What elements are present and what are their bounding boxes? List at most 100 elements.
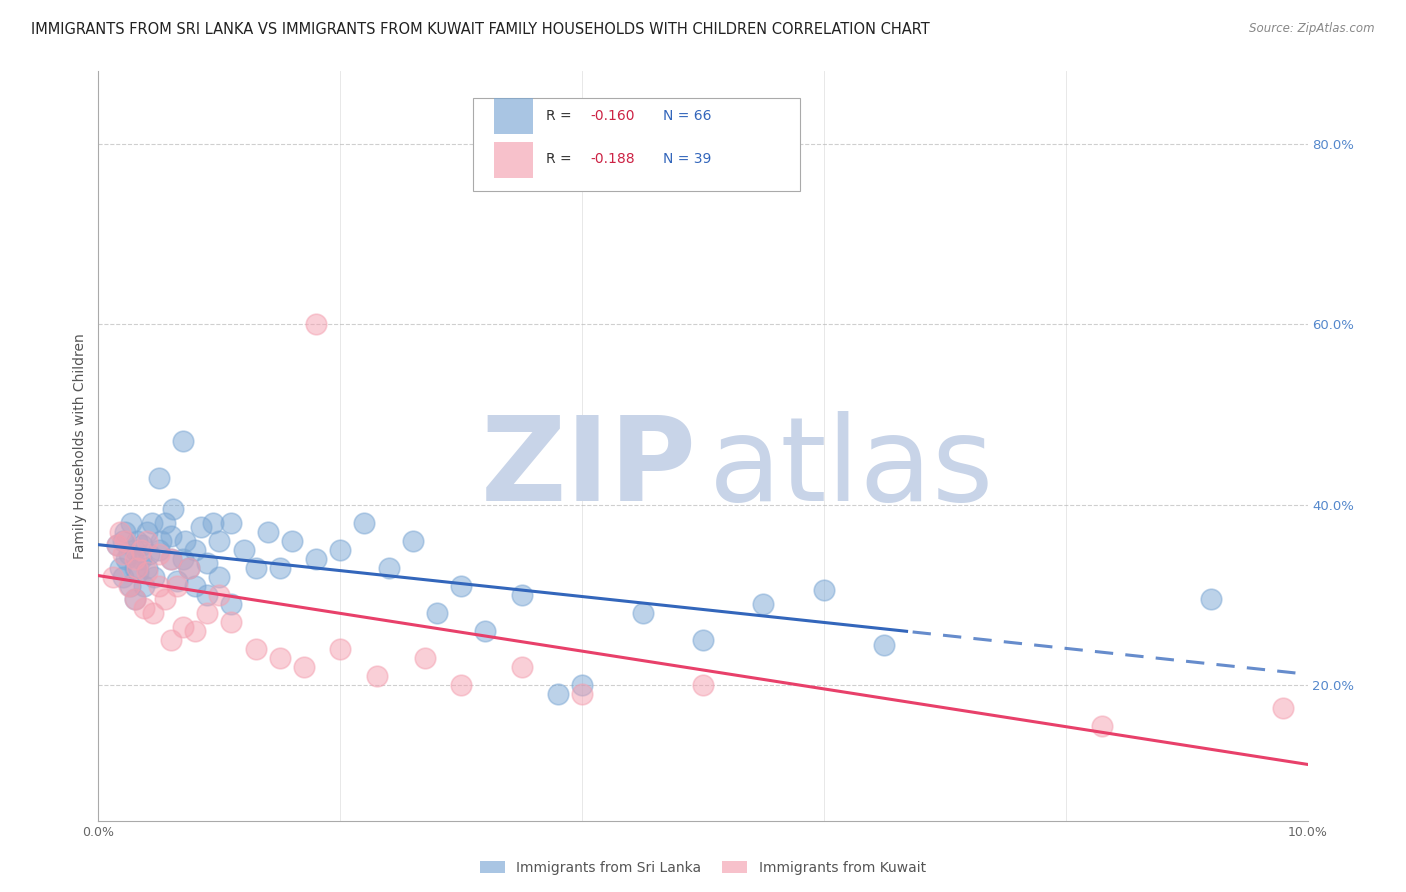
- Point: [305, 317, 328, 331]
- Point: [127, 533, 149, 548]
- Point: [115, 552, 138, 566]
- Point: [153, 592, 176, 607]
- Point: [162, 502, 184, 516]
- Point: [208, 570, 231, 584]
- Point: [571, 678, 593, 692]
- Point: [166, 579, 188, 593]
- Point: [120, 516, 142, 530]
- Text: -0.188: -0.188: [591, 152, 636, 166]
- Point: [269, 651, 291, 665]
- Point: [413, 651, 436, 665]
- Point: [172, 552, 194, 566]
- Point: [692, 678, 714, 692]
- Point: [160, 529, 183, 543]
- Point: [1091, 719, 1114, 733]
- Bar: [494, 142, 533, 178]
- Text: -0.160: -0.160: [591, 109, 636, 123]
- Point: [105, 538, 128, 552]
- Point: [184, 624, 207, 638]
- Point: [114, 533, 136, 548]
- Y-axis label: Family Households with Children: Family Households with Children: [73, 333, 87, 559]
- Point: [245, 642, 267, 657]
- Point: [111, 547, 134, 561]
- FancyBboxPatch shape: [474, 97, 800, 191]
- Point: [195, 606, 218, 620]
- Point: [127, 566, 149, 580]
- Point: [114, 524, 136, 539]
- Point: [256, 524, 278, 539]
- Point: [148, 547, 170, 561]
- Point: [631, 606, 654, 620]
- Point: [281, 533, 304, 548]
- Point: [232, 542, 254, 557]
- Point: [142, 606, 165, 620]
- Point: [135, 566, 157, 580]
- Point: [752, 597, 775, 611]
- Point: [377, 561, 399, 575]
- Point: [269, 561, 291, 575]
- Text: N = 39: N = 39: [664, 152, 711, 166]
- Point: [111, 533, 134, 548]
- Point: [179, 561, 201, 575]
- Text: Source: ZipAtlas.com: Source: ZipAtlas.com: [1250, 22, 1375, 36]
- Point: [195, 588, 218, 602]
- Point: [202, 516, 225, 530]
- Point: [141, 516, 163, 530]
- Point: [184, 542, 207, 557]
- Point: [153, 516, 176, 530]
- Text: atlas: atlas: [709, 411, 994, 526]
- Point: [474, 624, 496, 638]
- Point: [160, 633, 183, 648]
- Text: R =: R =: [546, 109, 576, 123]
- Point: [166, 574, 188, 589]
- Point: [118, 579, 141, 593]
- Legend: Immigrants from Sri Lanka, Immigrants from Kuwait: Immigrants from Sri Lanka, Immigrants fr…: [475, 855, 931, 880]
- Point: [571, 687, 593, 701]
- Point: [101, 570, 124, 584]
- Point: [118, 579, 141, 593]
- Point: [692, 633, 714, 648]
- Point: [148, 542, 170, 557]
- Point: [873, 638, 896, 652]
- Point: [160, 552, 183, 566]
- Point: [221, 516, 243, 530]
- Point: [135, 524, 157, 539]
- Point: [329, 542, 352, 557]
- Point: [108, 524, 131, 539]
- Point: [108, 561, 131, 575]
- Point: [366, 669, 388, 683]
- Point: [353, 516, 375, 530]
- Point: [135, 533, 157, 548]
- Point: [305, 552, 328, 566]
- Bar: [494, 98, 533, 135]
- Point: [138, 547, 160, 561]
- Point: [131, 538, 153, 552]
- Point: [450, 579, 472, 593]
- Point: [160, 552, 183, 566]
- Point: [174, 533, 197, 548]
- Point: [127, 561, 149, 575]
- Point: [179, 561, 201, 575]
- Point: [221, 597, 243, 611]
- Point: [402, 533, 425, 548]
- Point: [172, 434, 194, 449]
- Text: IMMIGRANTS FROM SRI LANKA VS IMMIGRANTS FROM KUWAIT FAMILY HOUSEHOLDS WITH CHILD: IMMIGRANTS FROM SRI LANKA VS IMMIGRANTS …: [31, 22, 929, 37]
- Text: N = 66: N = 66: [664, 109, 711, 123]
- Point: [190, 520, 212, 534]
- Point: [208, 588, 231, 602]
- Point: [148, 579, 170, 593]
- Point: [124, 592, 146, 607]
- Point: [1199, 592, 1222, 607]
- Point: [134, 579, 156, 593]
- Point: [111, 570, 134, 584]
- Point: [134, 601, 156, 615]
- Point: [184, 579, 207, 593]
- Point: [129, 542, 152, 557]
- Point: [172, 619, 194, 633]
- Point: [547, 687, 569, 701]
- Point: [124, 561, 146, 575]
- Point: [124, 542, 146, 557]
- Point: [124, 592, 146, 607]
- Point: [221, 615, 243, 629]
- Point: [143, 570, 166, 584]
